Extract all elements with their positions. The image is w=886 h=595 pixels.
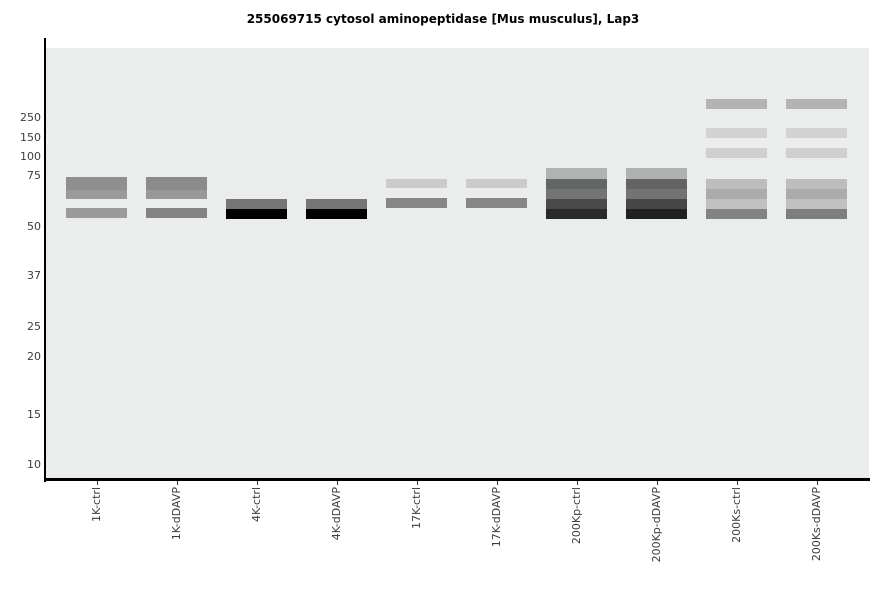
x-axis-line bbox=[44, 478, 870, 481]
gel-band bbox=[146, 177, 207, 190]
lane-label: 4K-dDAVP bbox=[330, 487, 343, 541]
gel-band bbox=[226, 199, 287, 209]
lane-label: 200Kp-dDAVP bbox=[650, 487, 663, 563]
y-axis-tick-label: 37 bbox=[27, 269, 41, 282]
gel-band bbox=[66, 177, 127, 190]
gel-band bbox=[786, 99, 847, 109]
x-axis-tick bbox=[657, 481, 658, 485]
gel-band bbox=[786, 199, 847, 209]
lane-label: 1K-dDAVP bbox=[170, 487, 183, 541]
gel-band bbox=[706, 199, 767, 209]
gel-band bbox=[546, 168, 607, 179]
gel-band bbox=[466, 179, 527, 188]
chart-title: 255069715 cytosol aminopeptidase [Mus mu… bbox=[246, 12, 640, 26]
gel-band bbox=[386, 198, 447, 208]
y-axis-tick-label: 20 bbox=[27, 350, 41, 363]
y-axis-line bbox=[44, 38, 46, 482]
y-axis-tick-label: 25 bbox=[27, 320, 41, 333]
y-axis-tick-label: 250 bbox=[20, 111, 41, 124]
lane-label: 17K-ctrl bbox=[410, 487, 423, 529]
gel-band bbox=[786, 179, 847, 189]
lane-label: 1K-ctrl bbox=[90, 487, 103, 522]
x-axis-tick bbox=[97, 481, 98, 485]
lane-label: 200Ks-dDAVP bbox=[810, 487, 823, 562]
gel-band bbox=[386, 179, 447, 188]
gel-band bbox=[66, 208, 127, 218]
gel-band bbox=[466, 198, 527, 208]
gel-band bbox=[706, 179, 767, 189]
x-axis-tick bbox=[497, 481, 498, 485]
x-axis-tick bbox=[577, 481, 578, 485]
gel-band bbox=[786, 148, 847, 158]
gel-band bbox=[626, 168, 687, 179]
gel-band bbox=[706, 189, 767, 199]
gel-band bbox=[706, 99, 767, 109]
gel-band bbox=[146, 208, 207, 218]
gel-band bbox=[546, 189, 607, 199]
x-axis-tick bbox=[177, 481, 178, 485]
gel-band bbox=[546, 209, 607, 219]
gel-band bbox=[706, 128, 767, 138]
lane-label: 200Kp-ctrl bbox=[570, 487, 583, 545]
gel-band bbox=[706, 209, 767, 219]
plot-area bbox=[46, 48, 869, 478]
y-axis-tick-label: 75 bbox=[27, 169, 41, 182]
y-axis-tick-label: 15 bbox=[27, 408, 41, 421]
gel-band bbox=[226, 209, 287, 219]
lane-label: 4K-ctrl bbox=[250, 487, 263, 522]
gel-band bbox=[626, 199, 687, 209]
y-axis-tick-label: 10 bbox=[27, 458, 41, 471]
gel-band bbox=[626, 209, 687, 219]
gel-band bbox=[66, 190, 127, 199]
x-axis-tick bbox=[817, 481, 818, 485]
gel-band bbox=[306, 199, 367, 209]
gel-band bbox=[626, 179, 687, 189]
gel-band bbox=[786, 128, 847, 138]
gel-band bbox=[146, 190, 207, 199]
gel-band bbox=[786, 209, 847, 219]
x-axis-tick bbox=[337, 481, 338, 485]
x-axis-tick bbox=[737, 481, 738, 485]
x-axis-tick bbox=[257, 481, 258, 485]
gel-band bbox=[546, 199, 607, 209]
y-axis-tick-label: 150 bbox=[20, 131, 41, 144]
gel-band bbox=[626, 189, 687, 199]
gel-band bbox=[706, 148, 767, 158]
gel-band bbox=[306, 209, 367, 219]
lane-label: 200Ks-ctrl bbox=[730, 487, 743, 543]
x-axis-tick bbox=[417, 481, 418, 485]
y-axis-tick-label: 50 bbox=[27, 220, 41, 233]
gel-band bbox=[546, 179, 607, 189]
gel-band bbox=[786, 189, 847, 199]
y-axis-tick-label: 100 bbox=[20, 150, 41, 163]
lane-label: 17K-dDAVP bbox=[490, 487, 503, 548]
